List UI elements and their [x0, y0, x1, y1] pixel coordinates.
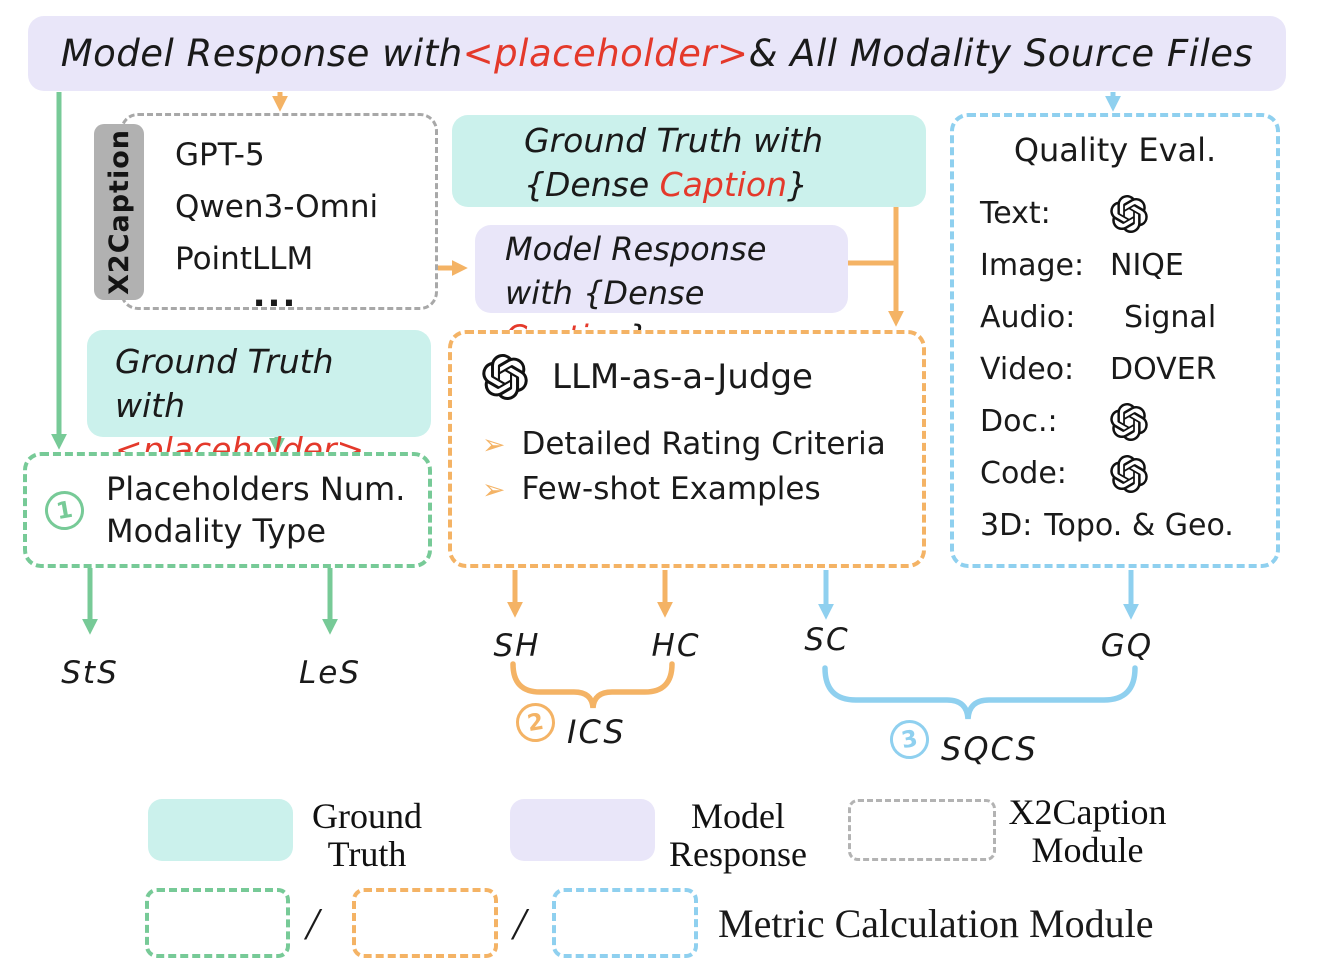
legend-ground-truth-swatch [148, 799, 293, 861]
model-name-gpt5: GPT-5 [175, 137, 265, 173]
sqcs-group-label: 3 SQCS [886, 716, 1038, 768]
quality-row-code-label: Code: [980, 456, 1067, 491]
legend-gt-line2: Truth [327, 834, 407, 874]
gt-dense-caption-highlight: Caption [659, 165, 788, 204]
legend-mr-line2: Response [669, 834, 807, 874]
circled-number-2: 2 [512, 699, 559, 746]
circled-number-3: 3 [886, 716, 933, 763]
legend-ics-metric-swatch [352, 888, 498, 958]
mr-dense-open: with {Dense [505, 274, 705, 312]
x2caption-module-box: GPT-5 Qwen3-Omni PointLLM ... [120, 113, 438, 315]
circled-number-1: 1 [41, 487, 88, 533]
banner-placeholder-highlight: <placeholder> [462, 32, 749, 75]
legend-metric-module-label: Metric Calculation Module [718, 900, 1154, 946]
counting-metric-line1: Placeholders Num. [106, 470, 406, 508]
quality-row-3d-value: Topo. & Geo. [1044, 508, 1234, 543]
openai-logo-icon [1110, 195, 1148, 233]
banner-model-response-sources: Model Response with <placeholder> & All … [28, 16, 1286, 91]
quality-row-audio-value: Signal [1124, 300, 1217, 335]
output-label-sc: SC [804, 622, 850, 658]
quality-row-doc: Doc.: [980, 401, 1276, 442]
ics-brace [510, 661, 675, 709]
quality-row-video-value: DOVER [1110, 352, 1217, 387]
quality-row-text-label: Text: [980, 196, 1051, 231]
legend-model-response-label: Model Response [648, 797, 828, 873]
quality-row-video-label: Video: [980, 352, 1075, 387]
legend-x2-line1: X2Caption [1008, 792, 1167, 832]
llm-judge-header: LLM-as-a-Judge [482, 354, 922, 400]
sqcs-label: SQCS [941, 730, 1038, 768]
mr-dense-line1: Model Response [505, 230, 767, 268]
counting-metric-box: 1 Placeholders Num. Modality Type [23, 452, 432, 568]
quality-row-audio: Audio: Signal [980, 297, 1276, 338]
legend-counting-metric-swatch [145, 888, 290, 958]
counting-metric-text: Placeholders Num. Modality Type [106, 468, 405, 552]
quality-row-3d: 3D: Topo. & Geo. [980, 505, 1276, 546]
legend-model-response-swatch [510, 799, 655, 861]
gt-ph-line1: Ground Truth [115, 342, 334, 381]
quality-eval-rows: Text: Image: NIQE Audio: Signal Video: D… [980, 193, 1276, 546]
model-response-dense-caption-box: Model Response with {Dense Caption} [475, 225, 848, 356]
ground-truth-placeholder-box: Ground Truth with <placeholder> [87, 330, 431, 469]
gt-ph-open: with [115, 386, 186, 425]
openai-logo-icon [1110, 403, 1148, 441]
quality-row-image: Image: NIQE [980, 245, 1276, 286]
output-label-les: LeS [298, 655, 362, 691]
quality-row-video: Video: DOVER [980, 349, 1276, 390]
legend-ground-truth-label: Ground Truth [297, 797, 437, 873]
sqcs-brace [822, 665, 1138, 720]
x2caption-tab-label: X2Caption [103, 129, 135, 295]
legend-gt-line1: Ground [312, 796, 422, 836]
banner-text-prefix: Model Response with [60, 32, 463, 75]
legend-separator: / [513, 897, 526, 949]
openai-logo-icon [482, 354, 528, 400]
arrow-bullet-icon: ➢ [482, 427, 506, 461]
legend-mr-line1: Model [691, 796, 785, 836]
bullet-fewshot-examples-text: Few-shot Examples [521, 471, 821, 507]
quality-row-image-label: Image: [980, 248, 1085, 283]
output-label-sh: SH [493, 628, 541, 664]
llm-judge-box: LLM-as-a-Judge ➢ Detailed Rating Criteri… [448, 330, 926, 568]
arrow-bullet-icon: ➢ [482, 472, 506, 506]
quality-row-text: Text: [980, 193, 1276, 234]
quality-row-audio-label: Audio: [980, 300, 1076, 335]
x2caption-tab: X2Caption [94, 124, 144, 300]
legend-sqcs-metric-swatch [552, 888, 698, 958]
quality-row-doc-label: Doc.: [980, 404, 1058, 439]
legend-x2-line2: Module [1031, 830, 1144, 870]
quality-eval-title: Quality Eval. [1013, 131, 1217, 169]
gt-dense-close: } [787, 165, 809, 204]
gt-dense-open: {Dense [524, 165, 660, 204]
ics-label: ICS [567, 713, 626, 751]
output-label-hc: HC [651, 628, 701, 664]
legend-separator: / [306, 897, 319, 949]
legend-x2caption-label: X2Caption Module [995, 793, 1180, 869]
gt-dense-line2: {Dense Caption} [524, 163, 926, 207]
model-name-pointllm: PointLLM [175, 241, 314, 277]
ics-group-label: 2 ICS [512, 699, 626, 751]
gt-dense-line1: Ground Truth with [524, 121, 824, 160]
openai-logo-icon [1110, 455, 1148, 493]
bullet-rating-criteria: ➢ Detailed Rating Criteria [482, 426, 922, 462]
models-ellipsis: ... [252, 275, 298, 315]
counting-metric-line2: Modality Type [106, 512, 327, 550]
quality-row-code: Code: [980, 453, 1276, 494]
legend-x2caption-swatch [848, 799, 996, 861]
output-label-gq: GQ [1100, 628, 1154, 664]
output-label-sts: StS [61, 655, 119, 691]
model-name-qwen3-omni: Qwen3-Omni [175, 189, 379, 225]
quality-eval-box: Quality Eval. Text: Image: NIQE Audio: S… [950, 113, 1280, 568]
llm-judge-title: LLM-as-a-Judge [552, 357, 813, 397]
bullet-fewshot-examples: ➢ Few-shot Examples [482, 471, 922, 507]
bullet-rating-criteria-text: Detailed Rating Criteria [521, 426, 886, 462]
quality-row-3d-label: 3D: [980, 508, 1033, 543]
quality-row-image-value: NIQE [1110, 248, 1184, 283]
mr-dense-line2: with {Dense Caption} [505, 271, 848, 359]
ground-truth-dense-caption-box: Ground Truth with {Dense Caption} [452, 115, 926, 207]
banner-text-suffix: & All Modality Source Files [748, 32, 1254, 75]
llm-judge-bullets: ➢ Detailed Rating Criteria ➢ Few-shot Ex… [482, 426, 922, 507]
